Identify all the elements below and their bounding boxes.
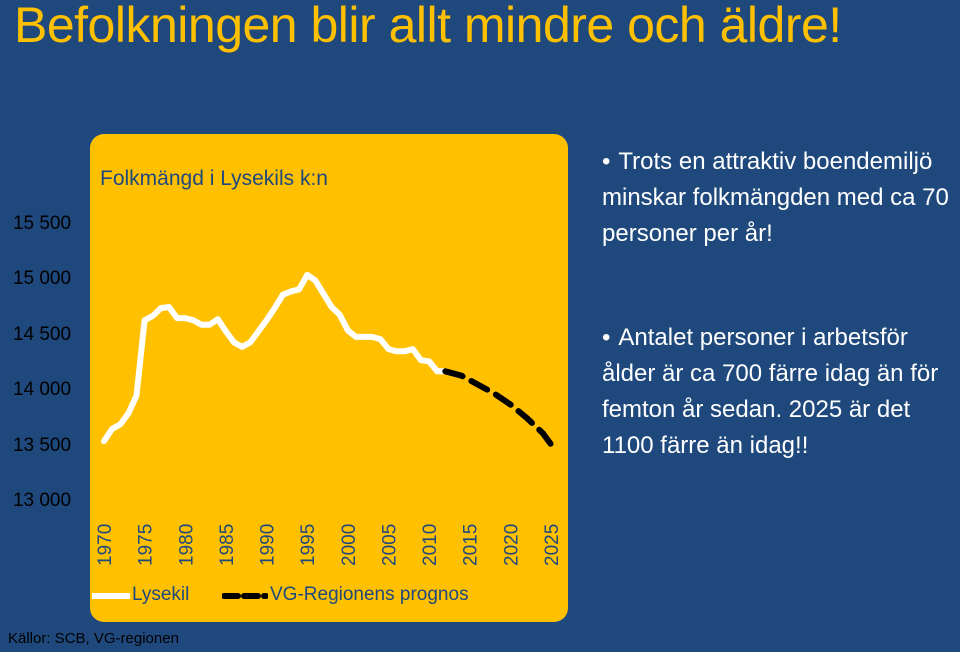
x-tick-label: 1990 <box>258 524 279 566</box>
x-tick-label: 1985 <box>217 524 238 566</box>
y-tick-label: 14 500 <box>12 323 72 345</box>
legend-label-prognos: VG-Regionens prognos <box>270 584 469 605</box>
y-tick-label: 15 500 <box>12 213 72 234</box>
y-tick-label: 14 000 <box>12 379 72 401</box>
source-note: Källor: SCB, VG-regionen <box>8 630 179 647</box>
legend-swatch-lysekil <box>92 593 130 599</box>
x-tick-label: 2005 <box>379 524 400 566</box>
bullet-2: • Antalet personer i arbetsför ålder är c… <box>602 320 960 464</box>
bullet-1: • Trots en attraktiv boendemiljö minskar … <box>602 144 960 252</box>
series-line-prognos <box>442 368 554 448</box>
chart-title: Folkmängd i Lysekils k:n <box>100 167 328 190</box>
x-tick-label: 1970 <box>95 524 116 566</box>
y-tick-label: 13 000 <box>12 490 72 511</box>
x-tick-label: 1995 <box>298 524 319 566</box>
bullet-1-text: Trots en attraktiv boendemiljö minskar f… <box>602 148 949 247</box>
bullet-2-text: Antalet personer i arbetsför ålder är ca… <box>602 324 939 459</box>
legend-label-lysekil: Lysekil <box>132 584 190 605</box>
y-tick-label: 15 000 <box>12 268 72 290</box>
x-tick-label: 2000 <box>339 524 360 566</box>
slide-title: Befolkningen blir allt mindre och äldre! <box>14 0 842 53</box>
bullet-dot: • <box>602 324 611 351</box>
bullet-dot: • <box>602 148 611 175</box>
x-tick-label: 1975 <box>136 524 157 566</box>
chart-panel <box>90 134 568 622</box>
x-tick-label: 2025 <box>542 524 563 566</box>
x-tick-label: 1980 <box>176 524 197 566</box>
x-tick-label: 2010 <box>420 524 441 566</box>
x-tick-label: 2015 <box>461 524 482 566</box>
legend-swatch-prognos <box>222 593 268 599</box>
x-tick-label: 2020 <box>501 524 522 566</box>
series-line-lysekil <box>101 271 449 445</box>
y-tick-label: 13 500 <box>12 434 72 456</box>
